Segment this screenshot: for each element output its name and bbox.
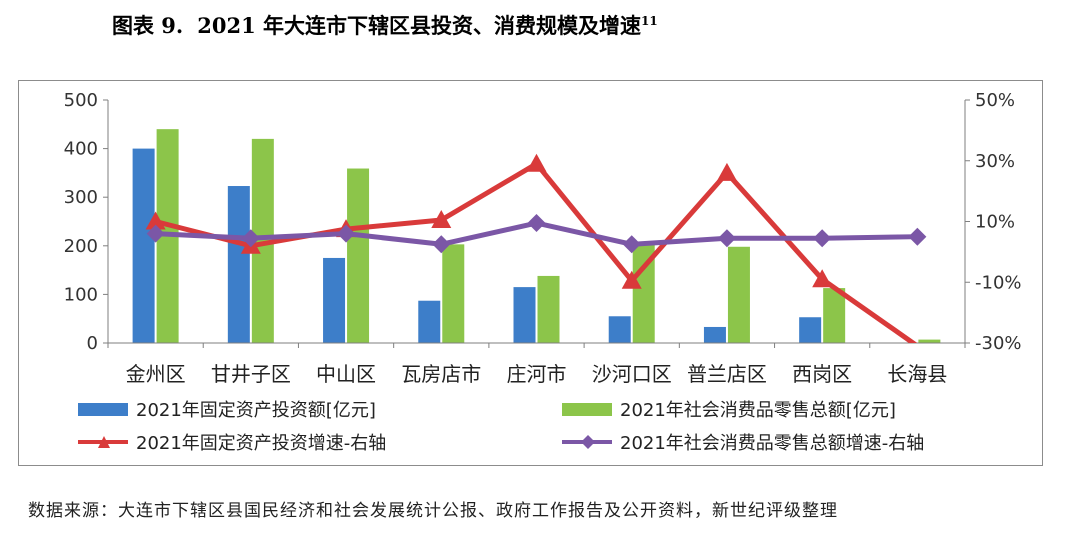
bar-fixed_investment-1 [227, 186, 250, 343]
line-series-retail_sales_growth [146, 214, 927, 254]
axes-layer [103, 99, 970, 348]
bar-retail_sales-5 [632, 244, 655, 343]
tick-label-layer: 0 100 200 300 400 500 -30% -10% 10% 30% 50% 金州区 甘井子区… [64, 90, 1022, 386]
left-tick-label-1: 100 [64, 284, 98, 305]
category-label-1: 甘井子区 [211, 362, 291, 386]
point-retail_sales_growth-5 [622, 235, 641, 254]
title-footnote: 11 [641, 14, 658, 28]
bar-fixed_investment-5 [608, 316, 631, 343]
figure-title-text: 2021 年大连市下辖区县投资、消费规模及增速 [197, 13, 641, 38]
left-tick-label-0: 0 [87, 333, 98, 354]
left-tick-label-4: 400 [64, 139, 98, 160]
bar-fixed_investment-3 [418, 300, 441, 343]
bar-retail_sales-4 [537, 275, 560, 343]
category-label-0: 金州区 [126, 362, 186, 386]
category-label-4: 庄河市 [507, 362, 567, 386]
right-tick-label-2: 10% [975, 212, 1015, 233]
left-tick-label-2: 200 [64, 236, 98, 257]
bar-layer [132, 129, 941, 343]
point-retail_sales_growth-1 [241, 229, 260, 248]
category-label-7: 西岗区 [792, 362, 852, 386]
bar-retail_sales-8 [918, 339, 941, 343]
point-fixed_investment_growth-5 [621, 270, 642, 289]
category-label-5: 沙河口区 [592, 362, 672, 386]
bar-retail_sales-1 [251, 138, 274, 343]
point-fixed_investment_growth-3 [431, 209, 452, 228]
point-fixed_investment_growth-6 [716, 162, 737, 181]
left-tick-label-5: 500 [64, 90, 98, 111]
left-tick-label-3: 300 [64, 187, 98, 208]
bar-retail_sales-2 [347, 168, 370, 343]
category-label-6: 普兰店区 [687, 362, 767, 386]
bar-fixed_investment-0 [132, 148, 155, 343]
point-retail_sales_growth-2 [337, 224, 356, 243]
line-layer [145, 153, 927, 343]
data-source-note: 数据来源：大连市下辖区县国民经济和社会发展统计公报、政府工作报告及公开资料，新世… [28, 501, 838, 521]
category-label-3: 瓦房店市 [401, 362, 481, 386]
bar-fixed_investment-7 [799, 317, 822, 343]
bar-fixed_investment-6 [703, 326, 726, 343]
point-retail_sales_growth-3 [432, 235, 451, 254]
point-fixed_investment_growth-0 [145, 211, 166, 230]
right-tick-label-0: -30% [975, 333, 1022, 354]
right-tick-label-1: -10% [975, 272, 1022, 293]
right-tick-label-3: 30% [975, 151, 1015, 172]
point-retail_sales_growth-4 [527, 214, 546, 233]
point-retail_sales_growth-0 [146, 224, 165, 243]
category-label-2: 中山区 [316, 362, 376, 386]
point-retail_sales_growth-7 [813, 229, 832, 248]
right-tick-label-4: 50% [975, 90, 1015, 111]
point-fixed_investment_growth-4 [526, 153, 547, 172]
bar-fixed_investment-2 [323, 257, 346, 343]
point-fixed_investment_growth-7 [812, 269, 833, 288]
figure-label: 图表 9. [112, 13, 184, 38]
bar-retail_sales-7 [823, 288, 846, 343]
bar-retail_sales-3 [442, 244, 465, 343]
point-retail_sales_growth-6 [717, 229, 736, 248]
point-retail_sales_growth-8 [908, 227, 927, 246]
figure-title: 图表 9. 2021 年大连市下辖区县投资、消费规模及增速11 [112, 10, 658, 44]
bar-fixed_investment-4 [513, 287, 536, 343]
chart-frame [18, 80, 1043, 466]
category-label-8: 长海县 [887, 362, 947, 386]
bar-retail_sales-6 [727, 246, 750, 343]
